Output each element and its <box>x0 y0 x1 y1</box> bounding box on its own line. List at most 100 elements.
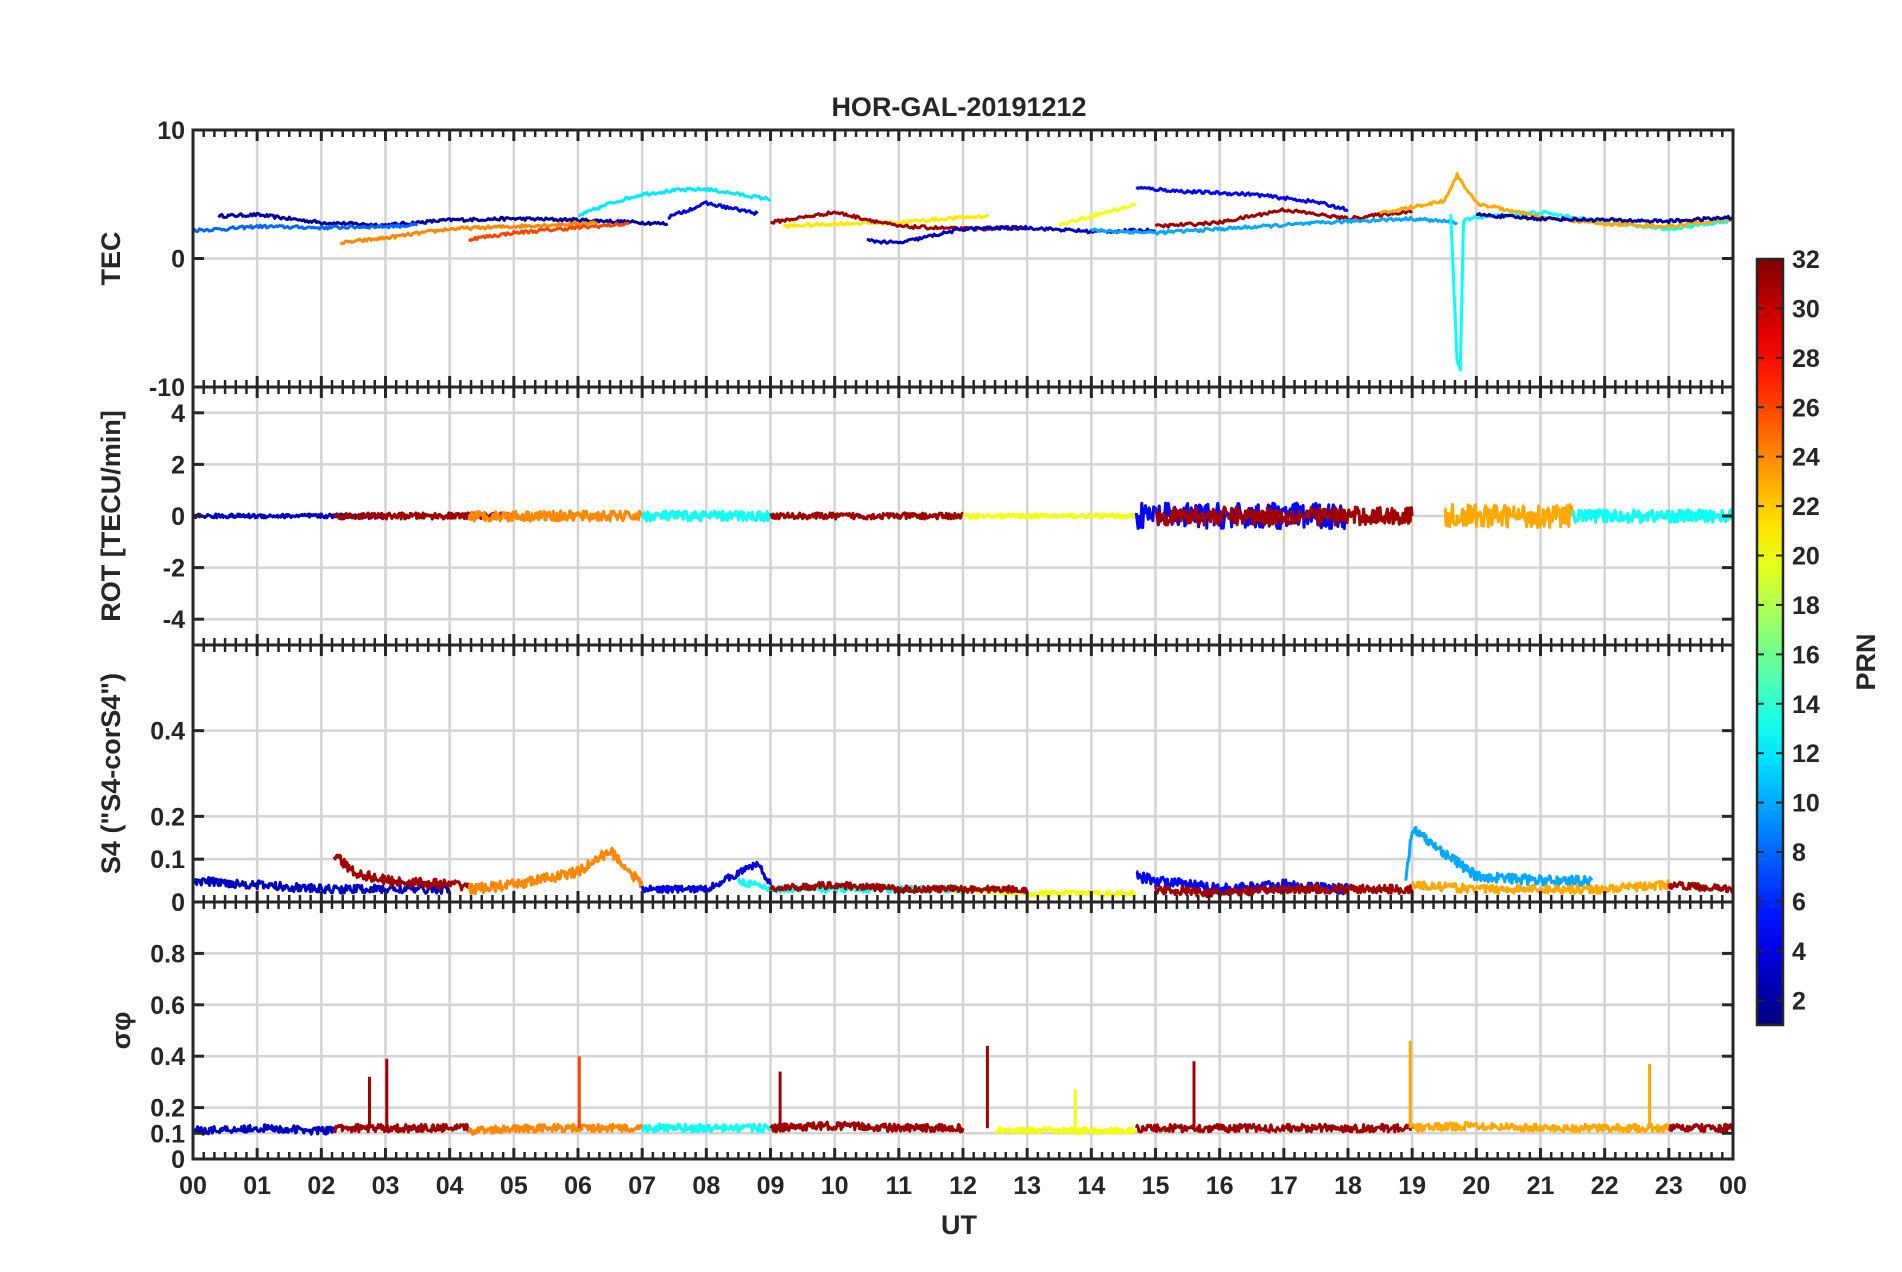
y-tick-label: 0.1 <box>150 1120 185 1148</box>
y-tick-label: 0.6 <box>150 992 185 1020</box>
series-line-prn-23 <box>1443 502 1575 530</box>
series-line-prn-20 <box>994 1126 1138 1136</box>
colorbar-gradient <box>1755 257 1785 1027</box>
x-tick-label: 05 <box>500 1172 528 1200</box>
series-line-prn-4 <box>667 200 759 220</box>
y-tick-label: 0.4 <box>150 1043 185 1071</box>
y-tick-label: 0 <box>171 1146 185 1174</box>
series-line-prn-31 <box>332 1122 471 1134</box>
series-line-prn-31 <box>1134 1122 1414 1134</box>
series-line-prn-23 <box>1410 1120 1670 1134</box>
series-line-prn-20 <box>962 512 1138 520</box>
series-line-prn-24 <box>467 846 644 896</box>
panel-s4: 0.4 0.2 0.1 0 S4 ("S4-corS4") <box>96 643 1735 917</box>
series-line-prn-13 <box>640 509 772 523</box>
x-tick-label: 22 <box>1591 1172 1619 1200</box>
colorbar-tick-label: 16 <box>1792 641 1820 669</box>
x-tick-label: 13 <box>1013 1172 1041 1200</box>
y-tick-label: 4 <box>171 400 185 428</box>
y-tick-labels: 10 0 -10 <box>149 117 1733 402</box>
y-tick-label: 0.2 <box>150 1095 185 1123</box>
y-tick-label: -10 <box>149 374 185 402</box>
grid <box>193 130 1733 387</box>
y-tick-label: 0 <box>171 503 185 531</box>
y-tick-label: 10 <box>157 117 185 145</box>
x-tick-label: 08 <box>692 1172 720 1200</box>
x-axis: 00 01 02 03 04 05 06 07 08 09 10 11 12 13 14 15 16 17 18 19… <box>179 1172 1747 1200</box>
series-group <box>193 172 1733 372</box>
series-line-prn-8 <box>193 222 419 233</box>
panel-sigma-phi: 0.8 0.6 0.4 0.20.10 σφ <box>106 900 1735 1174</box>
colorbar-tick-label: 6 <box>1792 888 1806 916</box>
colorbar-tick-label: 28 <box>1792 345 1820 373</box>
y-tick-labels: 0.4 0.2 0.1 0 <box>150 718 1733 917</box>
series-line-prn-31 <box>332 853 470 892</box>
series-line-prn-20 <box>1057 202 1137 228</box>
x-tick-label: 14 <box>1077 1172 1105 1200</box>
x-tick-label: 09 <box>757 1172 785 1200</box>
panel-rot: 4 2 0 -2 -4 ROT [TECU/min] <box>96 385 1735 647</box>
colorbar-tick-label: 12 <box>1792 740 1820 768</box>
grid <box>193 902 1733 1159</box>
y-tick-labels: 4 2 0 -2 -4 <box>163 400 1733 634</box>
series-line-prn-24 <box>339 220 599 246</box>
grid <box>193 645 1733 902</box>
x-tick-label: 04 <box>436 1172 464 1200</box>
series-line-prn-13 <box>641 1122 772 1134</box>
colorbar-tick-label: 22 <box>1792 493 1820 521</box>
x-tick-label: 12 <box>949 1172 977 1200</box>
colorbar-tick-label: 26 <box>1792 394 1820 422</box>
y-tick-label: 2 <box>171 451 185 479</box>
x-tick-label: 01 <box>243 1172 271 1200</box>
series-line-prn-4 <box>640 860 772 894</box>
x-tick-label: 10 <box>821 1172 849 1200</box>
y-tick-label: 0.2 <box>150 803 185 831</box>
y-tick-label: 0.4 <box>150 718 185 746</box>
x-ticks <box>191 902 1735 1159</box>
y-axis-title: S4 ("S4-corS4") <box>96 673 126 874</box>
colorbar-tick-label: 8 <box>1792 839 1806 867</box>
series-line-prn-31 <box>1154 207 1413 229</box>
series-line-prn-2 <box>1475 212 1733 225</box>
series-line-prn-31 <box>769 1120 965 1134</box>
y-axis-title: σφ <box>106 1012 136 1050</box>
x-tick-label: 16 <box>1206 1172 1234 1200</box>
series-line-prn-23 <box>1410 879 1671 895</box>
series-line-prn-13 <box>1571 508 1733 524</box>
colorbar-tick-label: 24 <box>1792 444 1820 472</box>
colorbar-tick-label: 2 <box>1792 987 1806 1015</box>
colorbar-label: PRN <box>1851 633 1881 690</box>
x-tick-label: 06 <box>564 1172 592 1200</box>
x-tick-label: 21 <box>1527 1172 1555 1200</box>
x-tick-label: 00 <box>179 1172 207 1200</box>
y-tick-label: -2 <box>163 555 185 583</box>
colorbar-tick-label: 20 <box>1792 543 1820 571</box>
colorbar-tick-label: 10 <box>1792 790 1820 818</box>
x-tick-label: 02 <box>307 1172 335 1200</box>
series-line-prn-24 <box>467 509 644 523</box>
x-axis-title: UT <box>941 1210 977 1240</box>
chart-title: HOR-GAL-20191212 <box>831 92 1086 122</box>
series-line-prn-10 <box>1404 825 1594 888</box>
x-tick-label: 18 <box>1334 1172 1362 1200</box>
colorbar-tick-label: 18 <box>1792 592 1820 620</box>
series-line-prn-31 <box>1668 1122 1733 1134</box>
colorbar-tick-label: 14 <box>1792 691 1820 719</box>
series-line-prn-5 <box>1135 185 1349 212</box>
x-tick-label: 23 <box>1655 1172 1683 1200</box>
x-tick-label: 03 <box>372 1172 400 1200</box>
x-tick-label: 00 <box>1719 1172 1747 1200</box>
y-tick-label: -4 <box>163 606 185 634</box>
series-line-prn-26 <box>467 221 630 242</box>
series-line-prn-12 <box>578 186 772 217</box>
colorbar-tick-label: 32 <box>1792 246 1820 274</box>
x-tick-label: 19 <box>1398 1172 1426 1200</box>
x-tick-label: 07 <box>628 1172 656 1200</box>
series-group <box>193 501 1733 531</box>
x-tick-label: 15 <box>1142 1172 1170 1200</box>
y-tick-label: 0.8 <box>150 940 185 968</box>
series-line-prn-31 <box>1667 880 1733 894</box>
